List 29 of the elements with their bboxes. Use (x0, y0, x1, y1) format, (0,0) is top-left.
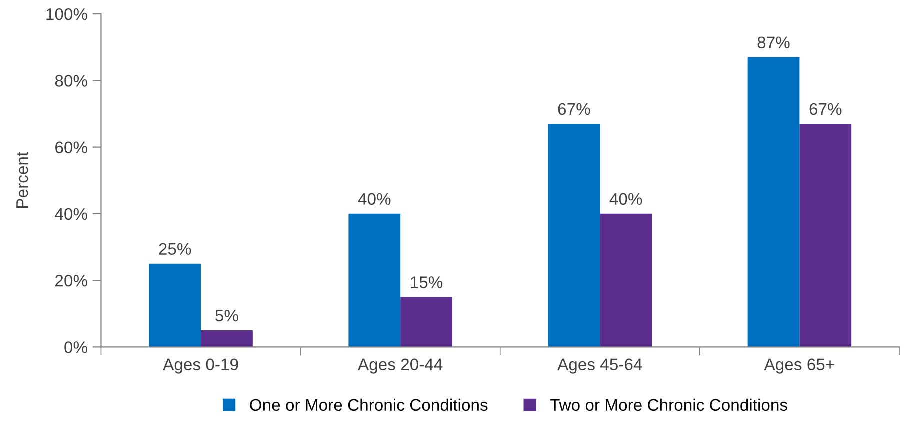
legend-label: One or More Chronic Conditions (250, 398, 488, 412)
bar (348, 214, 401, 348)
y-tick-label: 0% (64, 342, 88, 354)
x-tick-label: Ages 20-44 (358, 358, 443, 374)
data-label: 25% (159, 243, 192, 256)
data-label: 67% (558, 103, 590, 116)
bar (201, 330, 253, 348)
bar (149, 264, 202, 348)
data-label: 87% (758, 36, 790, 49)
bar (548, 124, 600, 348)
x-tick-label: Ages 45-64 (558, 358, 642, 374)
y-tick-label: 40% (55, 208, 88, 220)
y-tick-label: 80% (55, 75, 88, 87)
y-axis-title: Percent (16, 152, 28, 208)
y-tick-label: 20% (56, 274, 88, 287)
data-label: 67% (810, 103, 842, 116)
data-label: 40% (358, 193, 391, 206)
data-label: 5% (216, 310, 238, 322)
y-tick-label: 60% (56, 142, 88, 154)
data-label: 15% (411, 276, 443, 288)
y-tick-label: 100% (46, 8, 88, 20)
x-tick-label: Ages 65+ (764, 358, 834, 374)
data-label: 40% (610, 193, 642, 206)
bar (748, 57, 800, 348)
bar (800, 124, 852, 348)
x-tick-label: Ages 0-19 (163, 358, 238, 374)
bar (400, 297, 452, 348)
bar (600, 214, 652, 348)
legend-label: Two or More Chronic Conditions (550, 398, 788, 412)
